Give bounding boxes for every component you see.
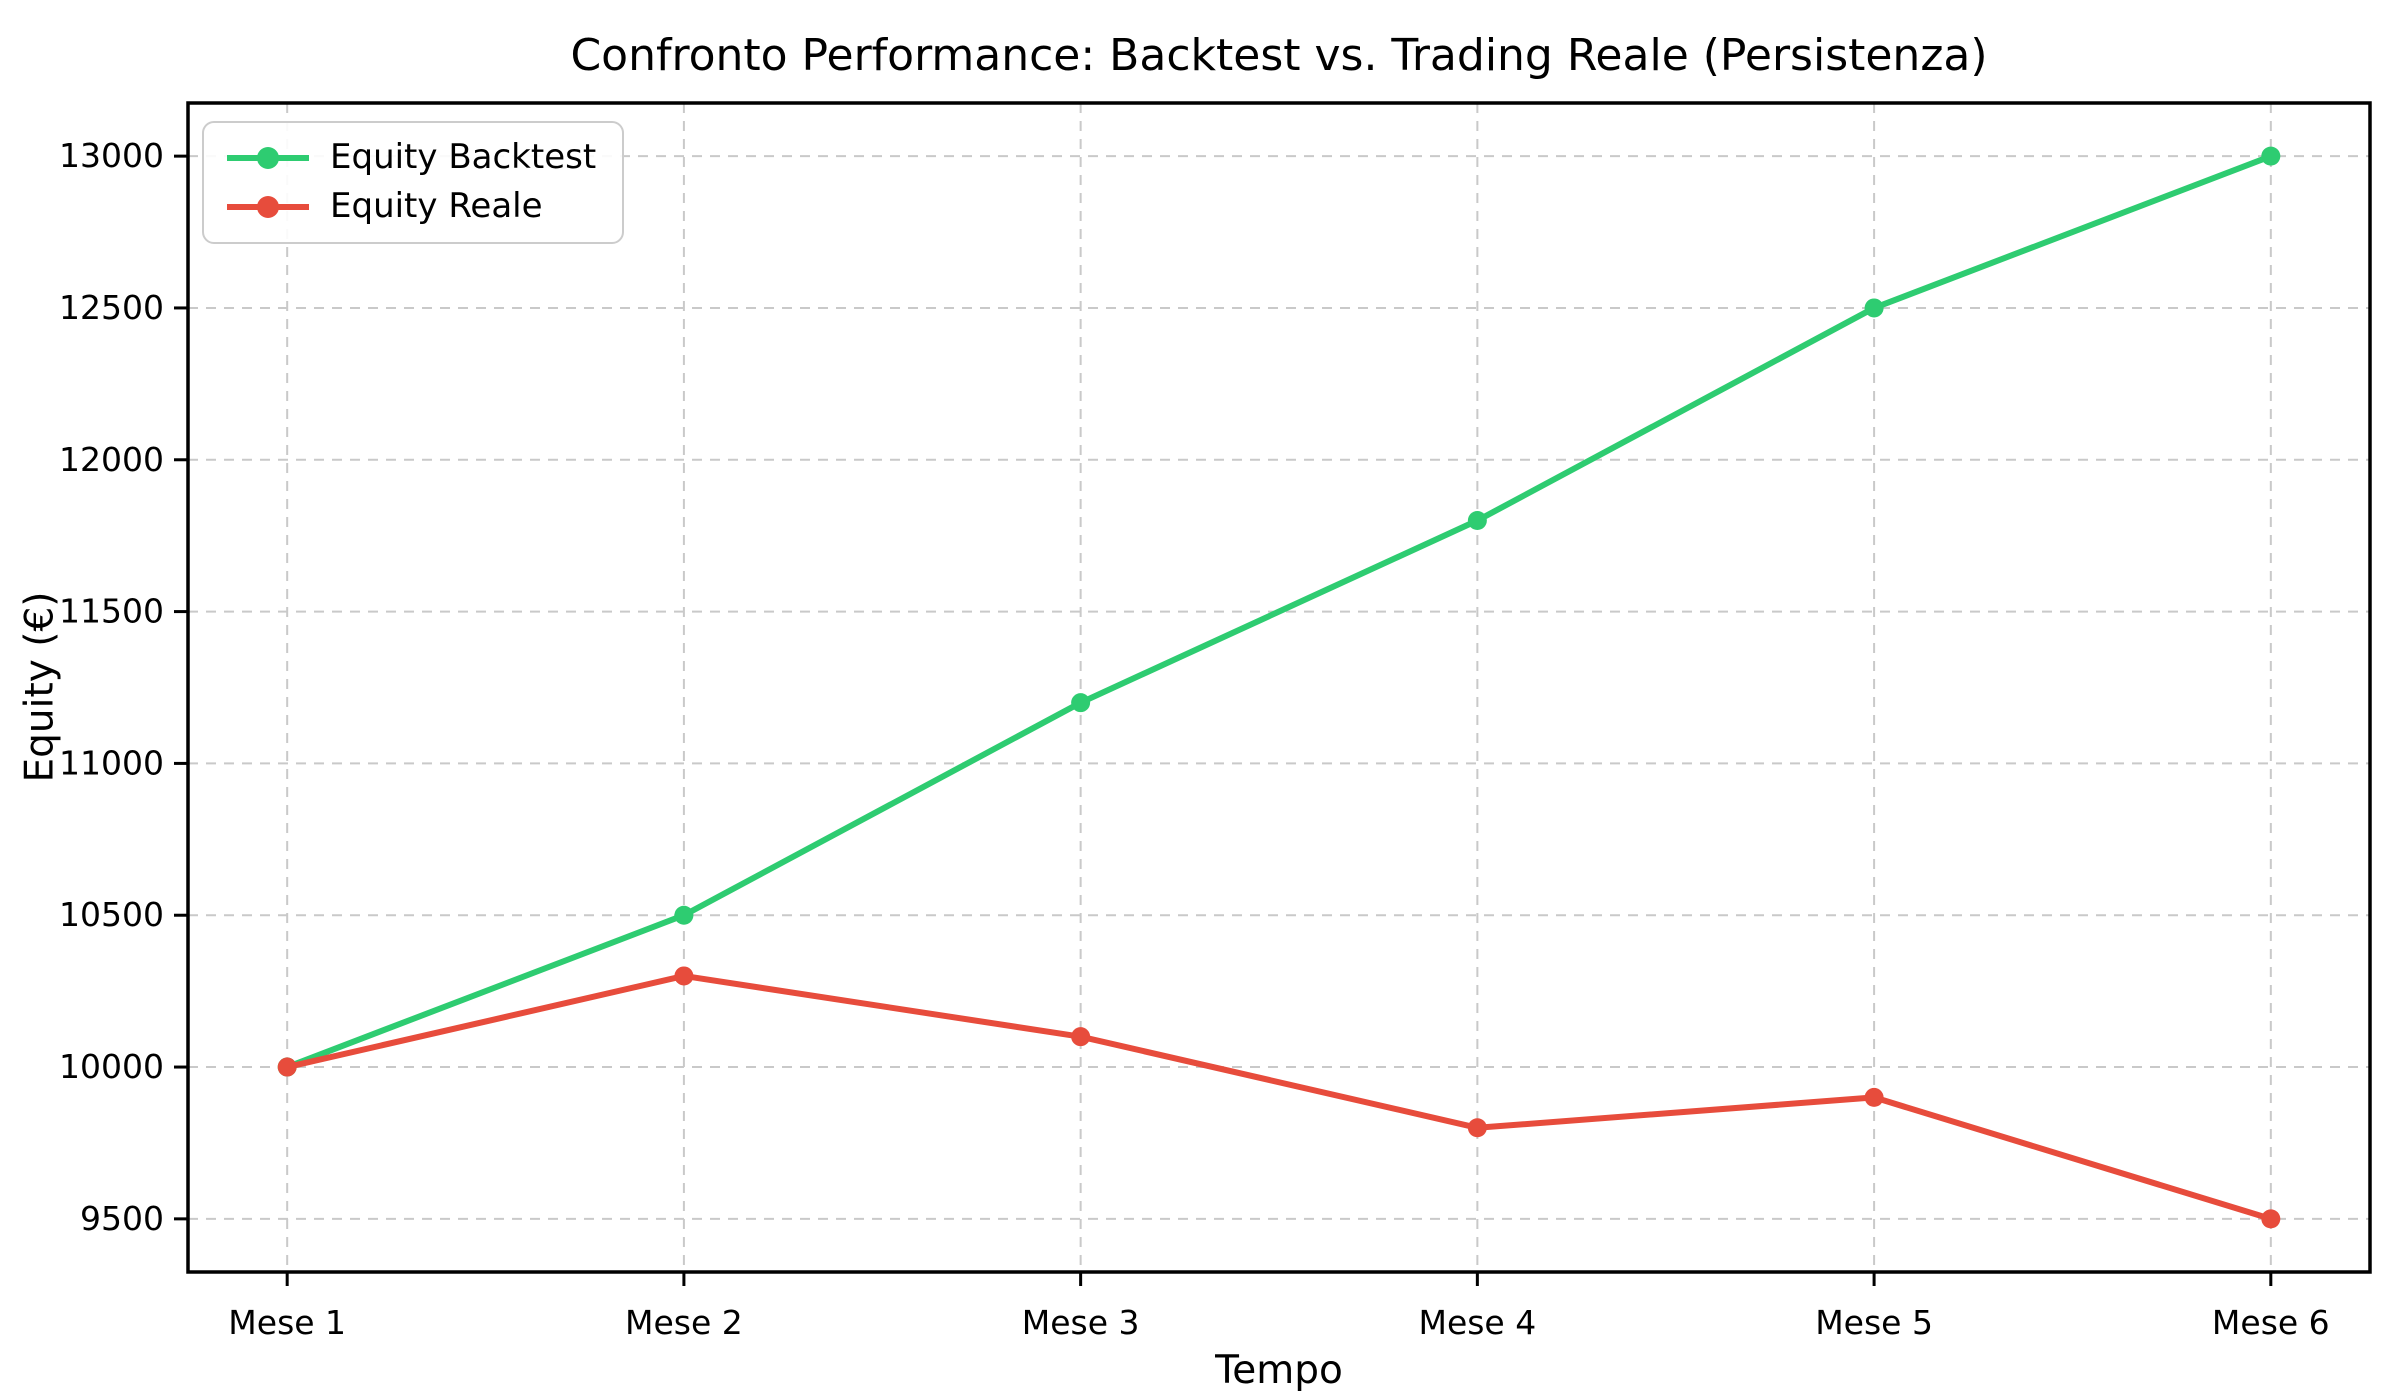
data-point-equity-reale xyxy=(674,966,694,986)
data-point-equity-backtest xyxy=(1071,693,1091,713)
chart-title: Confronto Performance: Backtest vs. Trad… xyxy=(570,30,1988,81)
data-point-equity-reale xyxy=(2261,1209,2281,1229)
legend-line-marker-icon xyxy=(227,196,309,219)
data-point-equity-reale xyxy=(1071,1027,1091,1047)
series-line-equity-reale xyxy=(284,972,2274,1222)
legend-label-reale: Equity Reale xyxy=(330,186,543,227)
x-tick-label: Mese 1 xyxy=(228,1303,346,1342)
data-point-equity-backtest xyxy=(674,905,694,925)
y-tick-label: 11000 xyxy=(59,743,164,782)
legend-dot-icon xyxy=(257,196,279,219)
data-point-equity-backtest xyxy=(1864,298,1884,318)
x-tick-label: Mese 4 xyxy=(1418,1303,1536,1342)
data-point-equity-reale xyxy=(1864,1087,1884,1107)
y-tick-label: 9500 xyxy=(80,1199,164,1238)
legend-line-marker-icon xyxy=(227,146,309,169)
y-tick-label: 12000 xyxy=(59,440,164,479)
x-tick-label: Mese 5 xyxy=(1815,1303,1933,1342)
data-point-equity-reale xyxy=(277,1057,297,1077)
data-point-equity-reale xyxy=(1467,1118,1487,1138)
legend: Equity Backtest Equity Reale xyxy=(202,121,625,244)
x-tick-label: Mese 6 xyxy=(2212,1303,2330,1342)
data-point-equity-backtest xyxy=(1467,511,1487,530)
plot-border xyxy=(186,101,2372,1274)
y-tick-label: 13000 xyxy=(59,136,164,175)
y-tick-label: 12500 xyxy=(59,288,164,327)
legend-item-reale: Equity Reale xyxy=(224,186,596,227)
y-tick-label: 11500 xyxy=(59,592,164,631)
x-tick-label: Mese 2 xyxy=(625,1303,743,1342)
legend-dot-icon xyxy=(257,146,279,169)
y-tick-label: 10500 xyxy=(59,895,164,934)
legend-item-backtest: Equity Backtest xyxy=(224,137,597,177)
data-point-equity-backtest xyxy=(2261,146,2281,166)
y-axis-label: Equity (€) xyxy=(17,591,63,783)
x-tick-label: Mese 3 xyxy=(1022,1303,1140,1342)
series-line-equity-backtest xyxy=(284,153,2274,1071)
legend-label-backtest: Equity Backtest xyxy=(330,137,597,177)
x-axis-label: Tempo xyxy=(1215,1348,1343,1393)
y-tick-label: 10000 xyxy=(59,1047,164,1086)
